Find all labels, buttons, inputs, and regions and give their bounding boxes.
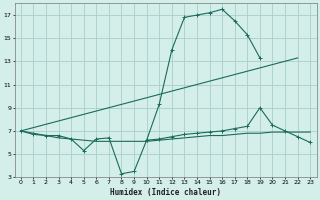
X-axis label: Humidex (Indice chaleur): Humidex (Indice chaleur)	[110, 188, 221, 197]
